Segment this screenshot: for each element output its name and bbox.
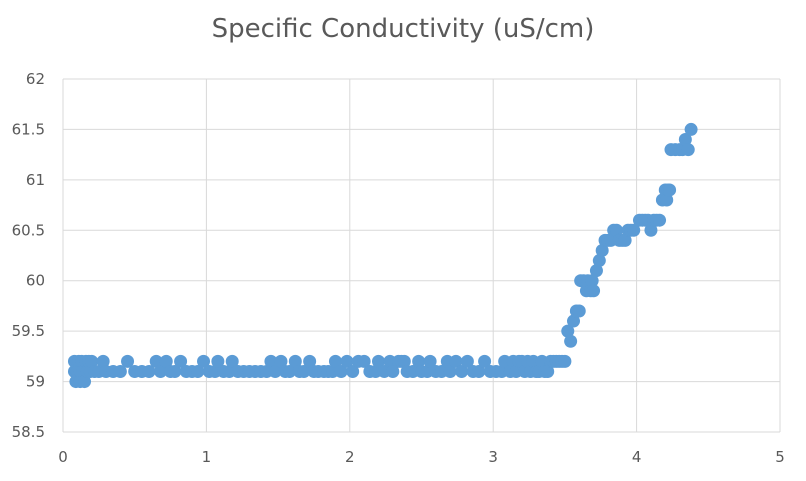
data-point (610, 223, 624, 237)
data-point (592, 254, 606, 268)
y-tick-label: 61 (26, 171, 45, 189)
y-tick-label: 59.5 (12, 322, 45, 340)
data-point (660, 193, 674, 207)
data-point (684, 122, 698, 136)
y-tick-label: 58.5 (12, 423, 45, 441)
data-point (225, 354, 239, 368)
data-point (460, 354, 474, 368)
data-point (149, 354, 163, 368)
x-tick-label: 2 (345, 448, 355, 466)
data-point (455, 364, 469, 378)
x-tick-label: 3 (488, 448, 498, 466)
data-point (268, 364, 282, 378)
x-tick-label: 5 (775, 448, 785, 466)
data-point (113, 364, 127, 378)
data-point (423, 354, 437, 368)
x-axis-ticks: 0 1 2 3 4 5 (58, 448, 785, 466)
grid-lines (62, 78, 781, 433)
x-tick-label: 0 (58, 448, 68, 466)
x-tick-label: 4 (632, 448, 642, 466)
data-point (121, 354, 135, 368)
data-point (589, 264, 603, 278)
data-point (386, 364, 400, 378)
data-point (142, 364, 156, 378)
data-point (85, 354, 99, 368)
data-point (340, 354, 354, 368)
data-point (412, 354, 426, 368)
data-point (191, 364, 205, 378)
data-point (397, 354, 411, 368)
data-point (567, 314, 581, 328)
data-point (472, 364, 486, 378)
data-point (297, 364, 311, 378)
data-point (274, 354, 288, 368)
y-axis-ticks: 58.5 59 59.5 60 60.5 61 61.5 62 (12, 70, 45, 441)
data-point (154, 364, 168, 378)
data-point (618, 233, 632, 247)
data-point (288, 354, 302, 368)
data-point (653, 213, 667, 227)
chart-title: Specific Conductivity (uS/cm) (211, 14, 595, 44)
data-point (564, 334, 578, 348)
data-point (644, 223, 658, 237)
y-tick-label: 59 (26, 373, 45, 391)
data-point (346, 364, 360, 378)
data-point (328, 354, 342, 368)
data-point (541, 364, 555, 378)
data-point (627, 223, 641, 237)
data-point (371, 354, 385, 368)
data-point (585, 274, 599, 288)
data-point (334, 364, 348, 378)
data-point (264, 354, 278, 368)
data-point (174, 354, 188, 368)
y-tick-label: 62 (26, 70, 45, 88)
data-point (78, 375, 92, 389)
data-point (159, 354, 173, 368)
data-point (197, 354, 211, 368)
data-point (96, 354, 110, 368)
data-point (663, 183, 677, 197)
data-point (478, 354, 492, 368)
y-tick-label: 60.5 (12, 221, 45, 239)
data-point (211, 354, 225, 368)
data-point (561, 324, 575, 338)
data-point (678, 133, 692, 147)
data-point (681, 143, 695, 157)
data-point (357, 354, 371, 368)
data-point (595, 243, 609, 257)
y-tick-label: 61.5 (12, 120, 45, 138)
data-point (587, 284, 601, 298)
data-point (449, 354, 463, 368)
data-point (168, 364, 182, 378)
data-point (572, 304, 586, 318)
data-point (558, 354, 572, 368)
y-tick-label: 60 (26, 272, 45, 290)
data-point (303, 354, 317, 368)
data-point (443, 364, 457, 378)
data-points (67, 122, 698, 389)
x-tick-label: 1 (202, 448, 212, 466)
data-point (283, 364, 297, 378)
